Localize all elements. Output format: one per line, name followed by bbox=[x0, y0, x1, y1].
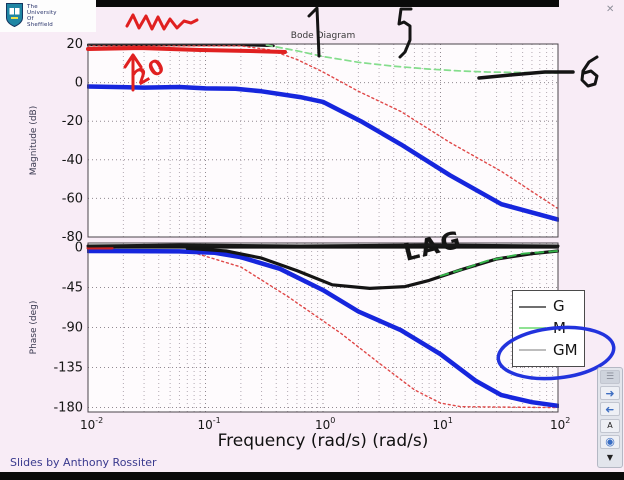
collapse-toolbar-button[interactable]: ▼ bbox=[606, 453, 614, 463]
legend-entry-M: M bbox=[519, 318, 578, 337]
tick-labels: 20 0 -20 -40 -60 -80 bbox=[62, 37, 83, 245]
legend-label-G: G bbox=[553, 297, 565, 316]
toolbar-drag-grip[interactable]: ☰ bbox=[600, 370, 620, 384]
university-logo-text: The University Of Sheffield bbox=[27, 4, 57, 28]
close-icon[interactable]: ✕ bbox=[606, 4, 615, 15]
GM-design-phase-curve bbox=[87, 247, 559, 409]
x-tick-label: 100 bbox=[315, 416, 335, 432]
lag-phase-green-tail-curve bbox=[439, 250, 559, 277]
legend-entry-GM: GM bbox=[519, 340, 578, 359]
text-size-button[interactable]: A bbox=[600, 418, 620, 433]
prev-slide-button[interactable]: ➜ bbox=[600, 402, 620, 417]
axes-border bbox=[87, 43, 559, 238]
G-magnitude-curve bbox=[87, 43, 275, 48]
y-tick-label: -45 bbox=[62, 280, 83, 295]
y-tick-label: -135 bbox=[53, 361, 83, 376]
top-black-bar bbox=[94, 0, 559, 7]
x-tick-label: 102 bbox=[550, 416, 570, 432]
y-tick-label: -20 bbox=[62, 114, 83, 129]
legend-label-GM: GM bbox=[553, 340, 578, 359]
legend-line-sample-GM bbox=[519, 349, 546, 352]
y-axis-label: Phase (deg) bbox=[29, 301, 39, 355]
legend-entry-G: G bbox=[519, 299, 578, 314]
y-tick-label: 20 bbox=[66, 37, 83, 52]
y-tick-label: -40 bbox=[62, 153, 83, 168]
x-tick-label: 101 bbox=[433, 416, 453, 432]
x-axis-label: Frequency (rad/s) (rad/s) bbox=[218, 431, 429, 451]
y-axis-label: Magnitude (dB) bbox=[29, 106, 39, 175]
bottom-black-bar bbox=[0, 472, 624, 480]
slide-credit: Slides by Anthony Rossiter bbox=[10, 456, 157, 469]
legend-line-sample-G bbox=[519, 305, 546, 308]
university-crest-icon bbox=[6, 3, 23, 27]
GM-trace-phase-curve bbox=[87, 248, 559, 409]
annotation-toolbar: ☰ ➜ ➜ A ◉ ▼ bbox=[597, 367, 623, 468]
pen-tool-button[interactable]: ◉ bbox=[600, 434, 620, 449]
legend-label-M: M bbox=[553, 318, 566, 337]
chart-title: Bode Diagram bbox=[291, 31, 355, 41]
y-tick-label: -60 bbox=[62, 191, 83, 206]
x-tick-label: 10-2 bbox=[80, 416, 103, 432]
GM-trace-magnitude-curve bbox=[87, 84, 559, 222]
plot-legend: G M GM bbox=[512, 290, 585, 367]
y-tick-label: -80 bbox=[62, 230, 83, 245]
x-tick-label: 10-1 bbox=[198, 416, 221, 432]
legend-line-sample-M bbox=[519, 327, 546, 330]
y-tick-label: -90 bbox=[62, 321, 83, 336]
y-tick-label: 0 bbox=[75, 240, 83, 255]
y-tick-label: 0 bbox=[75, 76, 83, 91]
gridlines bbox=[87, 243, 559, 412]
next-slide-button[interactable]: ➜ bbox=[600, 386, 620, 401]
university-logo: The University Of Sheffield bbox=[0, 0, 96, 32]
y-tick-label: -180 bbox=[53, 401, 83, 416]
